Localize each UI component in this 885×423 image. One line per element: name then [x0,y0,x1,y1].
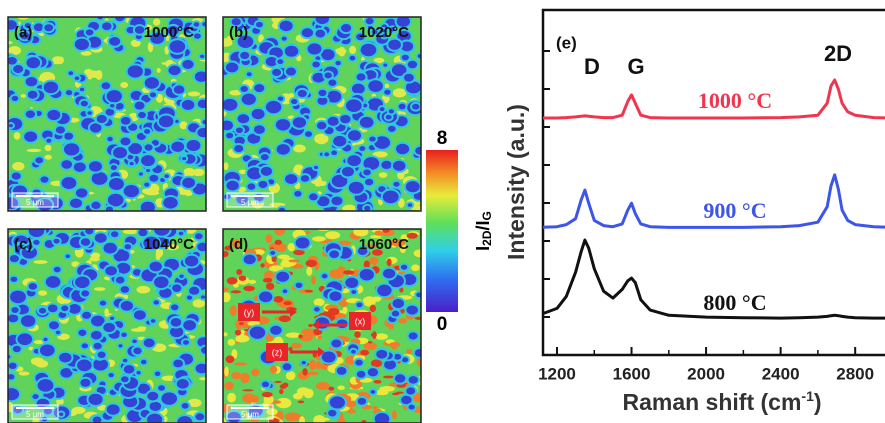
map-label: (c) [14,236,32,253]
spectrum: 1200 1600 2000 2400 2800 1000 °C 900 °C 800 °C (… [503,8,885,415]
marker-label: (x) [355,316,366,326]
map-texture [8,229,206,423]
map-texture [8,17,206,211]
map-temperature: 1040°C [144,236,194,253]
map-frame [222,228,422,423]
y-axis-label: Intensity (a.u.) [503,104,529,260]
marker-box [349,312,371,330]
colorbar-max: 8 [437,128,448,149]
raman-map: (c) 1040°C 5 μm [7,228,207,423]
x-tick-label: 2400 [762,364,800,383]
marker-arrowhead [290,307,297,317]
x-tick-label: 1200 [538,364,576,383]
map-label: (b) [229,24,248,41]
map-texture [223,17,421,211]
marker-arrowhead [312,320,319,330]
x-tick-label: 2000 [687,364,725,383]
raman-map: (b) 1020°C 5 μm [222,16,422,212]
x-tick-label: 2800 [836,364,874,383]
raman-map: (d) 1060°C 5 μm (y) (x) (z) [222,228,422,423]
marker-box [266,343,288,361]
x-axis-label-part: -1 [801,388,814,404]
peak-label: 2D [824,41,852,66]
axis-frame [541,8,885,357]
colorbar-min: 0 [437,314,448,335]
map-label: (d) [229,236,248,253]
scale-bar-label: 5 μm [241,198,259,207]
series-label: 900 °C [703,198,766,223]
x-axis-label-part: ) [814,389,822,415]
map-frame [7,228,207,423]
map-temperature: 1060°C [359,236,409,253]
x-tick-label: 1600 [613,364,651,383]
colorbar-label-part: /I [473,220,493,230]
map-temperature: 1020°C [359,24,409,41]
spectrum-line [543,238,885,320]
map-label: (a) [14,24,32,41]
colorbar-label-part: G [480,211,494,220]
peak-label: D [584,54,600,79]
scale-bar-label: 5 μm [26,198,44,207]
x-axis-label-part: Raman shift (cm [622,389,801,415]
colorbar [426,150,458,312]
scale-bar-label: 5 μm [241,410,259,419]
series-label: 1000 °C [698,88,772,113]
marker-label: (y) [244,307,255,317]
marker-arrowhead [318,347,325,357]
maps: (a) 1000°C5 μm(b) 1020°C5 μm(c) 1040°C5 μm(… [7,16,422,423]
marker-label: (z) [272,347,283,357]
marker-box [238,303,260,321]
colorbar-label-part: 2D [480,230,494,246]
x-axis-label: Raman shift (cm-1) [622,388,821,415]
spectrum-line [543,78,885,120]
scale-bar-label: 5 μm [26,410,44,419]
colorbar-label: I2D/IG [473,211,494,251]
spectrum-line [543,173,885,229]
peak-label: G [627,54,644,79]
map-texture [223,229,421,423]
map-frame [222,16,422,212]
series-label: 800 °C [703,290,766,315]
map-temperature: 1000°C [144,24,194,41]
panel-label: (e) [556,33,577,52]
map-frame [7,16,207,212]
colorbar-label-part: I [473,246,493,251]
raman-map: (a) 1000°C 5 μm [7,16,207,212]
